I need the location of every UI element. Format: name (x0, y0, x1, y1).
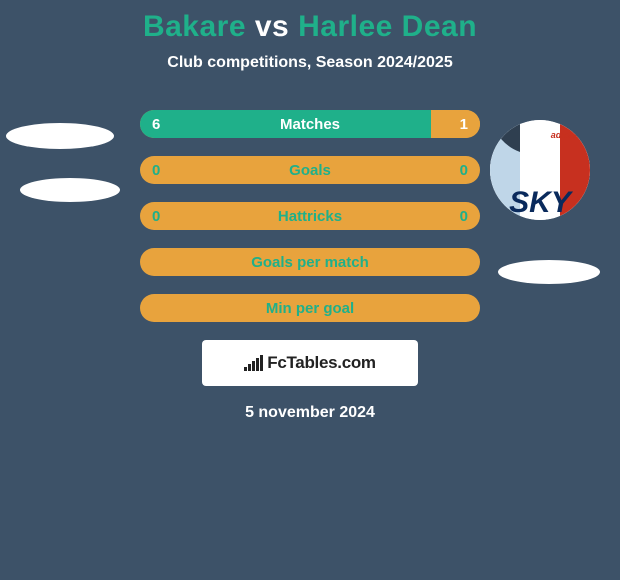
stat-value-left: 0 (140, 156, 172, 184)
content-root: Bakare vs Harlee Dean Club competitions,… (0, 0, 620, 580)
date-text: 5 november 2024 (0, 404, 620, 422)
page-title: Bakare vs Harlee Dean (0, 0, 620, 44)
stat-row: Min per goal (140, 294, 480, 322)
logo-text: FcTables.com (267, 353, 376, 373)
stat-value-right: 0 (448, 202, 480, 230)
barchart-icon (244, 355, 263, 371)
title-vs: vs (255, 10, 289, 43)
title-player2: Harlee Dean (298, 10, 477, 43)
title-player1: Bakare (143, 10, 246, 43)
stat-label: Goals per match (140, 248, 480, 276)
stat-row: Goals per match (140, 248, 480, 276)
stat-value-right: 1 (448, 110, 480, 138)
stat-row: Goals0 0 (140, 156, 480, 184)
stat-label: Hattricks (140, 202, 480, 230)
stat-label: Min per goal (140, 294, 480, 322)
stat-label: Goals (140, 156, 480, 184)
logo-box: FcTables.com (202, 340, 418, 386)
stat-label: Matches (140, 110, 480, 138)
subtitle: Club competitions, Season 2024/2025 (0, 54, 620, 72)
stat-value-right: 0 (448, 156, 480, 184)
stat-row: Matches6 1 (140, 110, 480, 138)
stat-value-left: 0 (140, 202, 172, 230)
stats-area: Matches61Goals00Hattricks00Goals per mat… (0, 110, 620, 322)
stat-value-left: 6 (140, 110, 172, 138)
stat-row: Hattricks0 0 (140, 202, 480, 230)
